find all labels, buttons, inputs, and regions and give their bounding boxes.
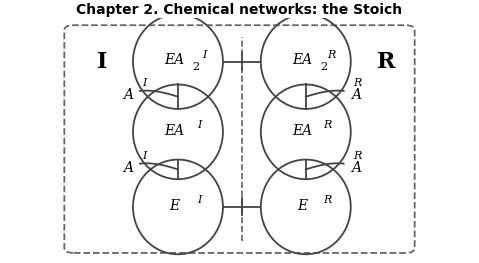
Text: I: I [202, 50, 206, 60]
Text: EA: EA [164, 124, 184, 138]
Text: R: R [328, 50, 336, 60]
Text: I: I [97, 50, 107, 73]
Text: R: R [323, 195, 331, 205]
Text: R: R [353, 78, 362, 88]
Text: EA: EA [292, 124, 312, 138]
Title: Chapter 2. Chemical networks: the Stoich: Chapter 2. Chemical networks: the Stoich [77, 3, 402, 17]
Text: R: R [323, 120, 331, 130]
Text: E: E [297, 199, 307, 213]
Text: E: E [169, 199, 179, 213]
Text: 2: 2 [320, 62, 327, 72]
Text: A: A [123, 160, 133, 175]
Text: R: R [353, 151, 362, 161]
Text: R: R [377, 50, 396, 73]
Text: A: A [351, 88, 361, 102]
Text: I: I [197, 195, 202, 205]
Text: I: I [142, 151, 147, 161]
Text: I: I [197, 120, 202, 130]
Text: EA: EA [292, 53, 312, 67]
Text: EA: EA [164, 53, 184, 67]
Text: A: A [351, 160, 361, 175]
Text: 2: 2 [193, 62, 200, 72]
Text: A: A [123, 88, 133, 102]
Text: I: I [142, 78, 147, 88]
